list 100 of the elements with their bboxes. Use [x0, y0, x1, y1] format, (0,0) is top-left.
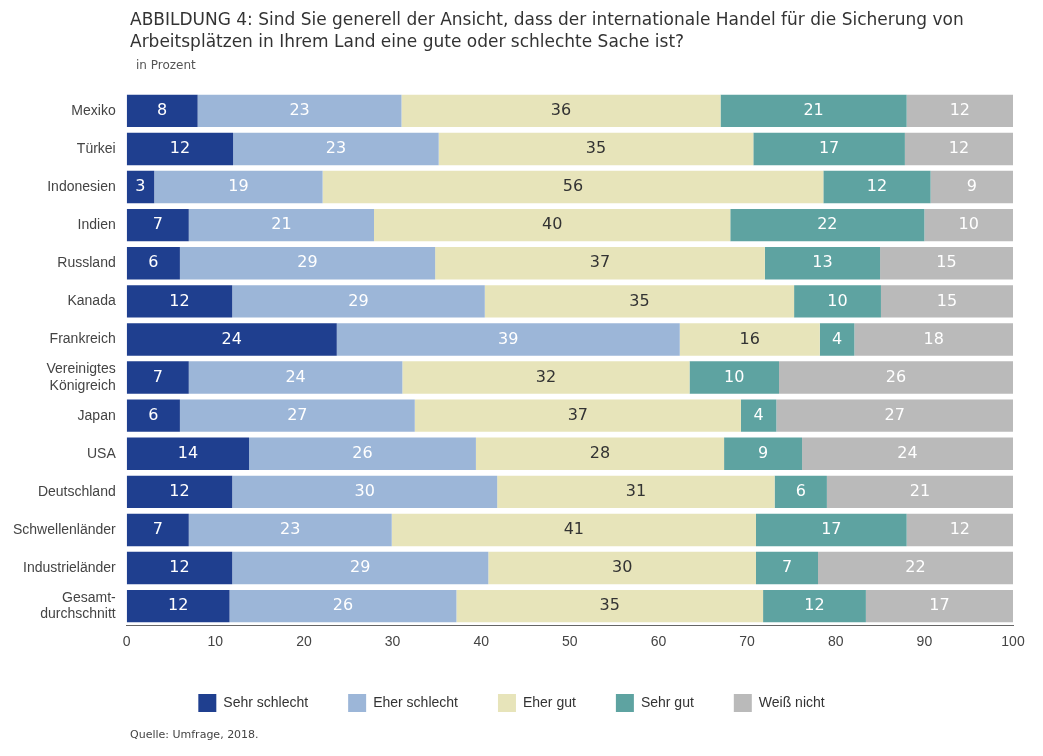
data-label: 29 [297, 252, 318, 272]
data-label: 12 [949, 519, 970, 539]
data-label: 10 [958, 214, 979, 234]
data-label: 17 [929, 595, 950, 615]
y-tick-label: Deutschland [37, 482, 116, 499]
bar [755, 513, 907, 547]
data-label: 23 [289, 100, 310, 120]
bar [755, 551, 819, 585]
data-label: 4 [753, 404, 764, 424]
bar [126, 437, 250, 470]
data-label: 17 [818, 138, 840, 158]
y-tick-label: Kanada [67, 292, 116, 309]
x-tick-label: 60 [650, 633, 667, 650]
bar [126, 323, 337, 356]
bar [126, 399, 180, 432]
bar [126, 132, 234, 166]
legend-label: Sehr schlecht [223, 693, 309, 710]
y-tick-label: Indien [77, 216, 116, 233]
data-label: 22 [817, 214, 838, 234]
legend-label: Eher schlecht [373, 693, 459, 710]
bar [126, 94, 198, 128]
bar [826, 475, 1013, 509]
bar [126, 513, 189, 547]
bar [126, 589, 230, 623]
x-tick-label: 30 [384, 633, 401, 650]
data-label: 6 [148, 252, 159, 272]
data-label: 15 [936, 290, 958, 310]
data-label: 12 [169, 557, 190, 577]
bar [475, 437, 725, 470]
bar [906, 94, 1013, 128]
data-label: 26 [332, 595, 354, 615]
x-tick-label: 10 [207, 633, 224, 650]
y-tick-label: Vereinigtes Königreich [46, 360, 116, 393]
data-label: 7 [781, 557, 793, 577]
data-label: 17 [821, 519, 842, 539]
x-tick-label: 80 [827, 633, 844, 650]
bar [689, 361, 780, 394]
x-tick-label: 90 [916, 633, 933, 650]
data-label: 23 [325, 138, 347, 158]
x-tick-label: 100 [1001, 633, 1025, 650]
data-label: 41 [563, 519, 585, 539]
data-label: 12 [948, 138, 970, 158]
x-tick-label: 70 [739, 633, 756, 650]
bar [232, 475, 498, 509]
bar [865, 589, 1013, 623]
bar [819, 323, 855, 356]
data-label: 10 [724, 366, 745, 386]
y-tick-label: USA [86, 444, 117, 461]
data-label: 37 [589, 252, 611, 272]
data-label: 8 [157, 100, 168, 120]
bar [484, 285, 795, 318]
y-tick-label: Industrieländer [23, 558, 117, 575]
bar [774, 475, 827, 509]
data-label: 7 [152, 214, 163, 234]
bar [930, 170, 1013, 204]
bar [802, 437, 1013, 470]
bar [126, 247, 180, 280]
bar [126, 475, 233, 509]
bar [188, 361, 403, 394]
y-tick-label: Mexiko [71, 101, 116, 118]
bar [753, 132, 905, 166]
bar [740, 399, 777, 432]
bar [779, 361, 1013, 394]
data-label: 30 [354, 481, 375, 501]
bar [401, 94, 721, 128]
bar [906, 513, 1013, 547]
data-label: 37 [567, 404, 589, 424]
bar [720, 94, 907, 128]
data-label: 26 [352, 442, 373, 462]
data-label: 24 [221, 328, 242, 348]
data-label: 6 [795, 481, 806, 501]
x-tick-label: 40 [473, 633, 490, 650]
data-label: 31 [625, 481, 647, 501]
data-label: 3 [135, 176, 146, 196]
bar [880, 247, 1013, 280]
bar [880, 285, 1013, 318]
data-label: 35 [585, 138, 607, 158]
bar [763, 589, 866, 623]
bar [126, 361, 189, 394]
bar [488, 551, 756, 585]
bar [764, 247, 881, 280]
data-label: 26 [885, 366, 907, 386]
data-label: 21 [271, 214, 292, 234]
bar [126, 551, 233, 585]
legend-label: Weiß nicht [758, 693, 825, 710]
data-label: 9 [757, 442, 769, 462]
bar [924, 208, 1013, 242]
bar [679, 323, 820, 356]
bar [322, 170, 824, 204]
data-label: 12 [167, 595, 189, 615]
bar [126, 170, 155, 204]
bar [154, 170, 323, 204]
data-label: 15 [936, 252, 957, 272]
bar [179, 399, 415, 432]
data-label: 16 [739, 328, 760, 348]
bar [229, 589, 457, 623]
data-label: 32 [535, 366, 557, 386]
data-label: 21 [909, 481, 931, 501]
y-tick-label: Schwellenländer [13, 520, 117, 537]
bar [456, 589, 764, 623]
